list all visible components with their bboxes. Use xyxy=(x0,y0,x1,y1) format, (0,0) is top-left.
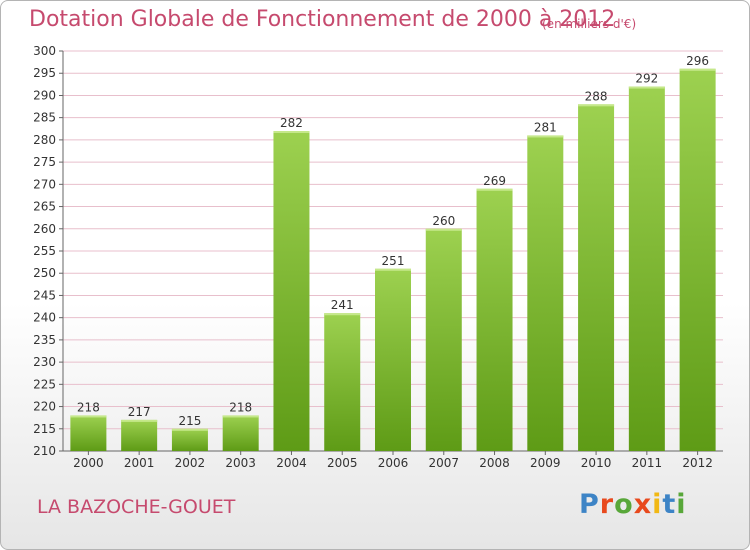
data-label: 282 xyxy=(280,116,303,130)
bar-top-highlight xyxy=(273,131,310,133)
x-tick-label: 2012 xyxy=(682,456,713,470)
bar-top-highlight xyxy=(70,415,107,418)
chart-title: Dotation Globale de Fonctionnement de 20… xyxy=(29,7,616,32)
bar-top-highlight xyxy=(578,104,615,107)
proxiti-logo: Proxiti xyxy=(579,489,687,520)
y-tick-label: 275 xyxy=(33,155,56,169)
y-tick-label: 245 xyxy=(33,288,56,302)
y-tick-label: 300 xyxy=(33,44,56,58)
x-tick-label: 2006 xyxy=(378,456,409,470)
bar xyxy=(121,419,158,451)
y-tick-label: 230 xyxy=(33,355,56,369)
bar xyxy=(476,188,513,451)
y-tick-label: 280 xyxy=(33,133,56,147)
y-tick-label: 250 xyxy=(33,266,56,280)
data-label: 241 xyxy=(331,298,354,312)
bar xyxy=(578,104,615,451)
x-tick-label: 2001 xyxy=(124,456,155,470)
x-tick-label: 2000 xyxy=(73,456,104,470)
bar-top-highlight xyxy=(375,268,411,271)
bars xyxy=(70,68,716,452)
y-tick-label: 285 xyxy=(33,111,56,125)
y-tick-label: 270 xyxy=(33,177,56,191)
bar xyxy=(171,428,208,451)
x-tick-labels: 2000 2001 2002 2003 2004 2005 2006 2007 2008 2009… xyxy=(73,451,713,470)
y-tick-label: 255 xyxy=(33,244,56,258)
logo-letter: P xyxy=(579,489,600,520)
bar xyxy=(375,268,411,451)
x-tick-label: 2003 xyxy=(225,456,256,470)
y-tick-label: 290 xyxy=(33,88,56,102)
bar xyxy=(679,68,716,452)
y-tick-label: 295 xyxy=(33,66,56,80)
y-tick-label: 225 xyxy=(33,377,56,391)
x-tick-label: 2010 xyxy=(581,456,612,470)
data-label: 218 xyxy=(229,400,252,414)
logo-letter: x xyxy=(633,489,653,520)
bar xyxy=(628,86,665,452)
logo-letter: o xyxy=(614,489,634,520)
logo-letter: t xyxy=(662,489,677,520)
data-label: 296 xyxy=(686,54,709,68)
bar-top-highlight xyxy=(324,313,361,316)
town-name: LA BAZOCHE-GOUET xyxy=(37,496,236,518)
bar xyxy=(273,131,310,451)
data-label: 269 xyxy=(483,174,506,188)
data-label: 292 xyxy=(635,72,658,86)
data-labels: 218 217 215 218 282 241 251 260 269 281 288 292 296 xyxy=(77,54,709,428)
y-tick-label: 235 xyxy=(33,333,56,347)
data-label: 288 xyxy=(585,89,608,103)
data-label: 260 xyxy=(432,214,455,228)
y-tick-label: 260 xyxy=(33,222,56,236)
x-tick-label: 2002 xyxy=(175,456,206,470)
bar xyxy=(527,135,564,451)
data-label: 217 xyxy=(128,405,151,419)
x-tick-label: 2011 xyxy=(632,456,663,470)
logo-letter: i xyxy=(676,489,687,520)
bar-top-highlight xyxy=(527,135,564,138)
data-label: 251 xyxy=(382,254,405,268)
bar-top-highlight xyxy=(222,415,259,418)
bar-top-highlight xyxy=(171,428,208,431)
bar xyxy=(70,415,107,451)
y-tick-label: 215 xyxy=(33,422,56,436)
chart-unit: (en milliers d'€) xyxy=(542,17,637,31)
x-tick-label: 2004 xyxy=(276,456,307,470)
y-tick-label: 265 xyxy=(33,200,56,214)
data-label: 218 xyxy=(77,400,100,414)
bar-top-highlight xyxy=(679,68,716,71)
data-label: 281 xyxy=(534,120,557,134)
bar-top-highlight xyxy=(121,419,158,422)
bar xyxy=(324,313,361,451)
x-tick-label: 2007 xyxy=(428,456,459,470)
y-tick-label: 210 xyxy=(33,444,56,458)
bar-top-highlight xyxy=(476,188,513,191)
bar-top-highlight xyxy=(425,228,462,231)
x-tick-label: 2008 xyxy=(479,456,510,470)
logo-letter: i xyxy=(652,489,663,520)
y-tick-labels: 210 215 220 225 230 235 240 245 250 255 260 265 270 2… xyxy=(33,44,56,458)
bar-top-highlight xyxy=(628,86,665,89)
bar xyxy=(222,415,259,451)
x-tick-label: 2005 xyxy=(327,456,358,470)
data-label: 215 xyxy=(178,414,201,428)
y-tick-label: 240 xyxy=(33,311,56,325)
y-tick-label: 220 xyxy=(33,400,56,414)
logo-letter: r xyxy=(599,489,615,520)
x-tick-label: 2009 xyxy=(530,456,561,470)
bar xyxy=(425,228,462,451)
